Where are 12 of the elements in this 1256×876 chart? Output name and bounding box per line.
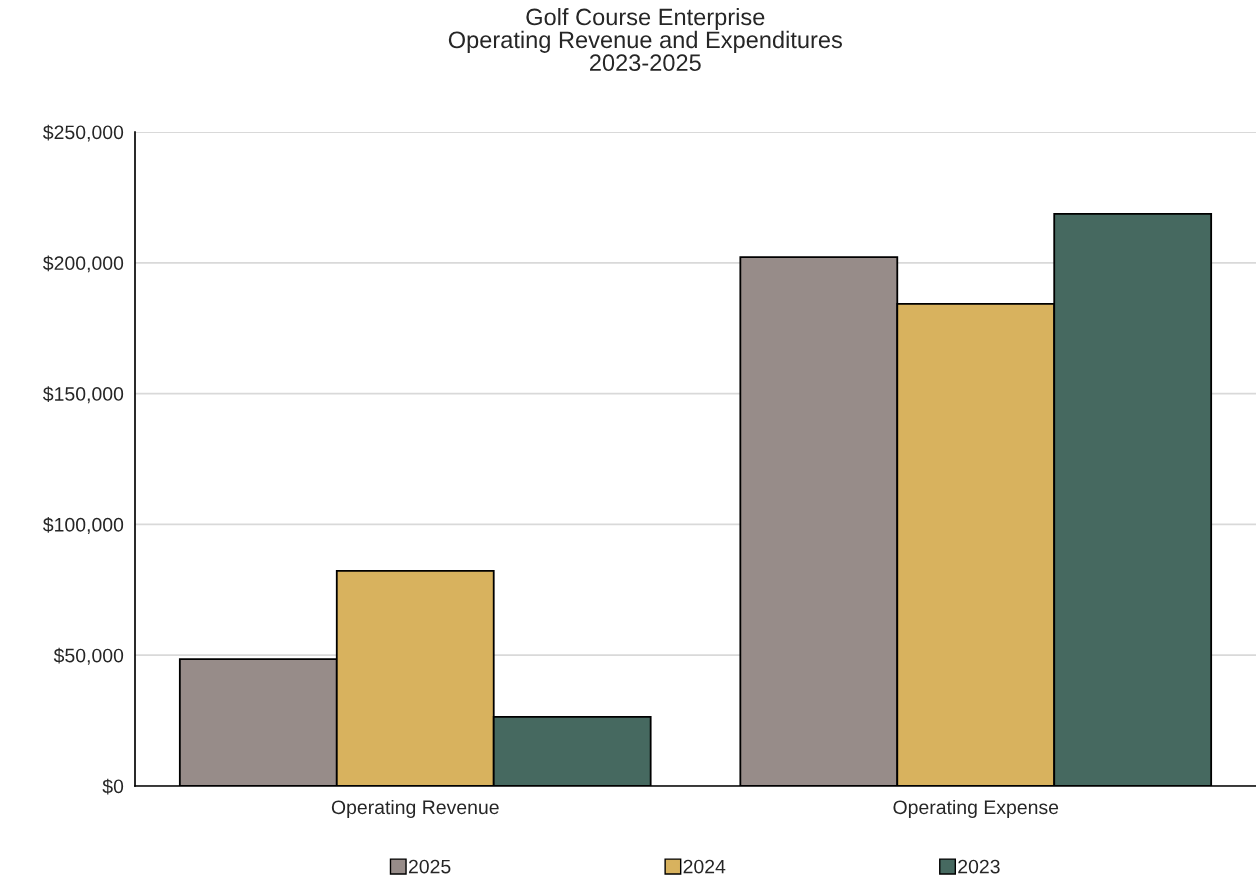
y-tick-label: $100,000	[43, 517, 124, 534]
x-tick-label: Operating Expense	[893, 799, 1059, 819]
y-tick-label: $150,000	[43, 386, 124, 404]
legend-label: 2024	[683, 859, 726, 874]
y-tick-label: $200,000	[43, 255, 124, 273]
y-tick-label: $0	[102, 778, 124, 795]
legend-label: 2023	[958, 859, 1000, 874]
y-tick-label: $250,000	[43, 124, 124, 142]
legend-label: 2025	[408, 859, 451, 874]
chart-title: Golf Course Enterprise Operating Revenue and Expenditures 2023-2025	[448, 8, 842, 72]
x-tick-label: Operating Revenue	[331, 799, 499, 819]
y-tick-label: $50,000	[53, 647, 124, 665]
